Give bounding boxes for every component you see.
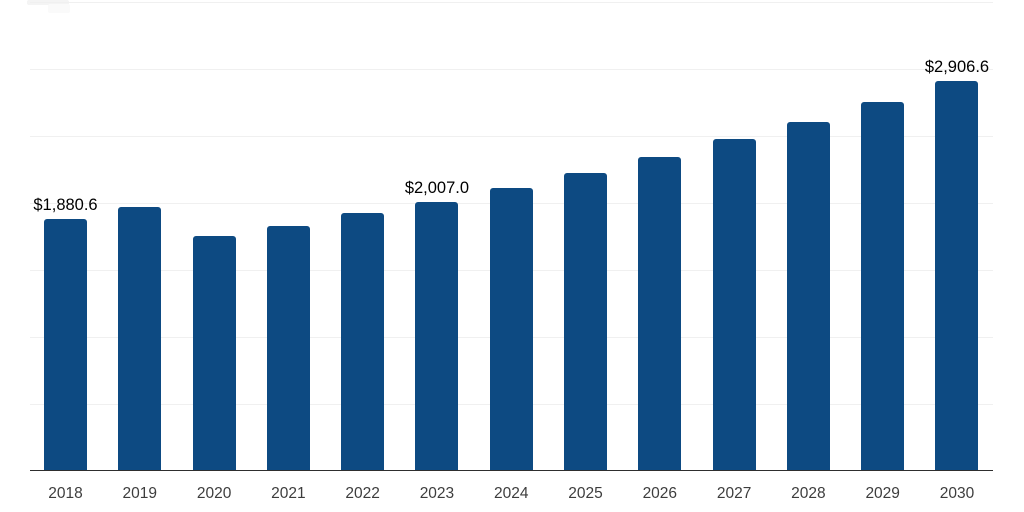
x-tick-2024: 2024 <box>493 485 529 502</box>
bar-2027[interactable] <box>712 138 756 471</box>
x-tick-2019: 2019 <box>122 485 158 502</box>
x-tick-2030: 2030 <box>939 485 975 502</box>
x-tick-2026: 2026 <box>642 485 678 502</box>
x-tick-2027: 2027 <box>716 485 752 502</box>
gridline-2500 <box>30 135 993 137</box>
x-tick-2028: 2028 <box>791 485 826 502</box>
bar-2029[interactable] <box>861 101 905 471</box>
gridline-3000 <box>30 68 993 70</box>
x-tick-2029: 2029 <box>865 485 900 502</box>
data-label-2030: $2,906.6 <box>924 58 990 77</box>
data-label-2018: $1,880.6 <box>33 195 98 214</box>
bar-2028[interactable] <box>786 121 830 471</box>
x-tick-2023: 2023 <box>419 485 455 502</box>
bar-2026[interactable] <box>638 156 682 471</box>
top-left-artifact-2 <box>48 4 70 13</box>
bar-2022[interactable] <box>341 212 385 471</box>
bar-2019[interactable] <box>118 206 162 471</box>
plot-area: $1,880.6 $2,007.0 $2,906.6 2018 2019 2020 202… <box>30 0 993 512</box>
x-tick-2018: 2018 <box>48 485 83 502</box>
bar-2020[interactable] <box>192 235 236 471</box>
x-tick-2021: 2021 <box>271 485 306 502</box>
x-tick-2025: 2025 <box>568 485 603 502</box>
bar-2025[interactable] <box>564 172 608 471</box>
x-tick-2020: 2020 <box>196 485 232 502</box>
x-tick-2022: 2022 <box>345 485 380 502</box>
data-label-2023: $2,007.0 <box>404 178 470 197</box>
bar-2023[interactable] <box>415 201 459 471</box>
x-axis-line <box>30 469 993 471</box>
bar-2018[interactable] <box>44 218 87 471</box>
gridline-3500 <box>30 1 993 3</box>
bar-2021[interactable] <box>266 225 310 471</box>
bar-2024[interactable] <box>489 187 533 471</box>
bar-2030[interactable] <box>935 81 979 471</box>
